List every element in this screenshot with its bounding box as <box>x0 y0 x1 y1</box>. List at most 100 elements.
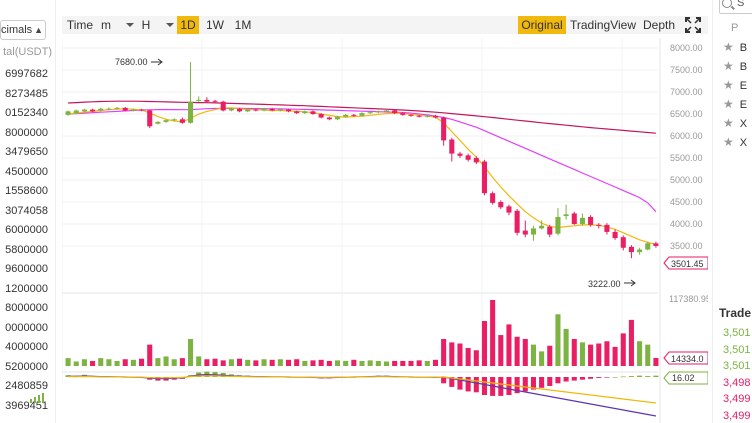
macd-bar <box>653 375 659 377</box>
minute-dropdown[interactable]: m <box>101 18 111 32</box>
candle-body <box>416 115 422 117</box>
star-icon[interactable]: ★ <box>723 78 734 92</box>
order-book-total-row[interactable]: 4000000 <box>5 341 48 353</box>
volume-bar <box>302 360 308 366</box>
volume-bar <box>294 359 300 366</box>
order-book-total-row[interactable]: 5200000 <box>5 360 48 373</box>
macd-bar <box>441 377 447 384</box>
market-pair-row[interactable]: ★ E <box>723 76 752 94</box>
order-book-total-row[interactable]: 3074058 <box>5 204 48 217</box>
market-panel: S P ★ B ★ B ★ E ★ E ★ X ★ X Trade 3,501 3,501 3,501 3,… <box>712 0 752 423</box>
interval-1m-button[interactable]: 1M <box>234 18 252 32</box>
volume-bar <box>163 356 169 366</box>
order-book-total-row[interactable]: 4500000 <box>5 165 48 178</box>
interval-1d-button[interactable]: 1D <box>177 16 199 34</box>
market-pair-row[interactable]: ★ B <box>723 57 752 75</box>
search-input[interactable]: S <box>719 0 752 14</box>
order-book-total-row[interactable]: 8273485 <box>5 87 48 100</box>
candlestick-series <box>65 62 659 259</box>
volume-bar <box>73 361 79 366</box>
time-button[interactable]: Time <box>66 18 94 32</box>
order-book-total-row[interactable]: 9600000 <box>5 263 48 275</box>
price-tick-label: 4500.00 <box>670 197 703 207</box>
candle-body <box>302 111 308 114</box>
order-book-panel: cimals ▲︎ tal(USDT) 6997682 8273485 015234… <box>0 0 56 423</box>
price-tick-label: 5000.00 <box>670 175 703 185</box>
interval-1w-button[interactable]: 1W <box>206 18 224 32</box>
order-book-total-row[interactable]: 3479650 <box>5 146 48 158</box>
volume-bar <box>628 319 634 366</box>
volume-bar <box>441 339 447 366</box>
volume-bar <box>196 356 202 366</box>
hour-dropdown[interactable]: H <box>141 18 151 32</box>
order-book-total-row[interactable]: 8000000 <box>5 302 48 314</box>
macd-last-tag <box>663 371 708 385</box>
macd-series <box>65 371 659 417</box>
star-icon[interactable]: ★ <box>723 97 734 111</box>
candle-body <box>506 206 512 213</box>
depth-button[interactable]: Depth <box>642 18 676 32</box>
order-book-total-row[interactable]: 6000000 <box>5 224 48 236</box>
candle-body <box>212 100 218 102</box>
order-book-total-row[interactable]: 1558600 <box>5 185 48 197</box>
expand-icon[interactable] <box>684 16 702 34</box>
macd-bar <box>563 377 569 382</box>
order-book-total-row[interactable]: 5800000 <box>5 243 48 256</box>
volume-bar <box>269 359 275 366</box>
candle-body <box>220 101 226 111</box>
macd-bar <box>514 377 520 394</box>
tradingview-button[interactable]: TradingView <box>569 18 637 32</box>
candle-body <box>351 114 357 116</box>
pair-symbol: E <box>739 99 748 111</box>
volume-bar <box>571 339 577 366</box>
order-book-total-row[interactable]: 0152340 <box>5 107 48 119</box>
volume-bar <box>253 360 259 366</box>
order-book-total-row[interactable]: 3969451 <box>5 399 48 412</box>
trade-row-price: 3,501 <box>723 327 751 339</box>
price-tick-label: 3500.00 <box>670 241 703 251</box>
star-icon[interactable]: ★ <box>723 116 734 130</box>
volume-bar <box>326 360 332 366</box>
candle-body <box>179 119 185 123</box>
chart-toolbar: Time m H 1D 1W 1M Original TradingView D… <box>62 14 708 36</box>
market-pair-row[interactable]: ★ B <box>723 38 752 56</box>
volume-bar <box>81 359 87 366</box>
price-chart[interactable]: 8000.00 7500.00 7000.00 6500.00 6000.00 5500.… <box>62 38 708 423</box>
volume-bar <box>318 359 324 366</box>
candle-body <box>285 109 292 112</box>
volume-bar <box>465 348 471 366</box>
price-tick-label: 4000.00 <box>670 219 703 229</box>
star-icon[interactable]: ★ <box>723 59 734 73</box>
market-pair-row[interactable]: ★ X <box>723 114 752 132</box>
original-view-button[interactable]: Original <box>518 16 566 34</box>
volume-bar <box>122 359 128 366</box>
chart-grid <box>62 38 658 383</box>
volume-bar <box>579 342 585 366</box>
volume-bar <box>457 343 463 366</box>
candle-body <box>73 110 79 114</box>
order-book-total-row[interactable]: 6997682 <box>5 68 48 80</box>
volume-bar <box>375 360 381 366</box>
macd-bar <box>555 377 561 384</box>
market-pair-row[interactable]: ★ E <box>723 95 752 113</box>
order-book-total-row[interactable]: 1200000 <box>5 282 48 295</box>
candle-body <box>334 116 341 120</box>
star-icon[interactable]: ★ <box>723 40 734 54</box>
order-book-total-row[interactable]: 2480859 <box>5 380 48 392</box>
minute-chevron-down-icon[interactable] <box>126 23 134 27</box>
decimals-select[interactable]: cimals ▲︎ <box>0 20 46 40</box>
volume-bar <box>98 358 104 366</box>
order-book-total-row[interactable]: 8000000 <box>5 126 48 139</box>
volume-bar <box>555 314 561 366</box>
order-book-total-row[interactable]: 0000000 <box>5 321 48 334</box>
pair-symbol: E <box>739 80 748 92</box>
trade-row-price: 3,501 <box>723 360 751 372</box>
volume-bar <box>90 360 96 366</box>
volume-bar <box>204 359 210 366</box>
candle-body <box>424 115 430 117</box>
candle-body <box>547 226 553 235</box>
star-icon[interactable]: ★ <box>723 135 734 149</box>
hour-chevron-down-icon[interactable] <box>166 23 174 27</box>
price-tick-label: 6000.00 <box>670 131 703 141</box>
market-pair-row[interactable]: ★ X <box>723 133 752 151</box>
